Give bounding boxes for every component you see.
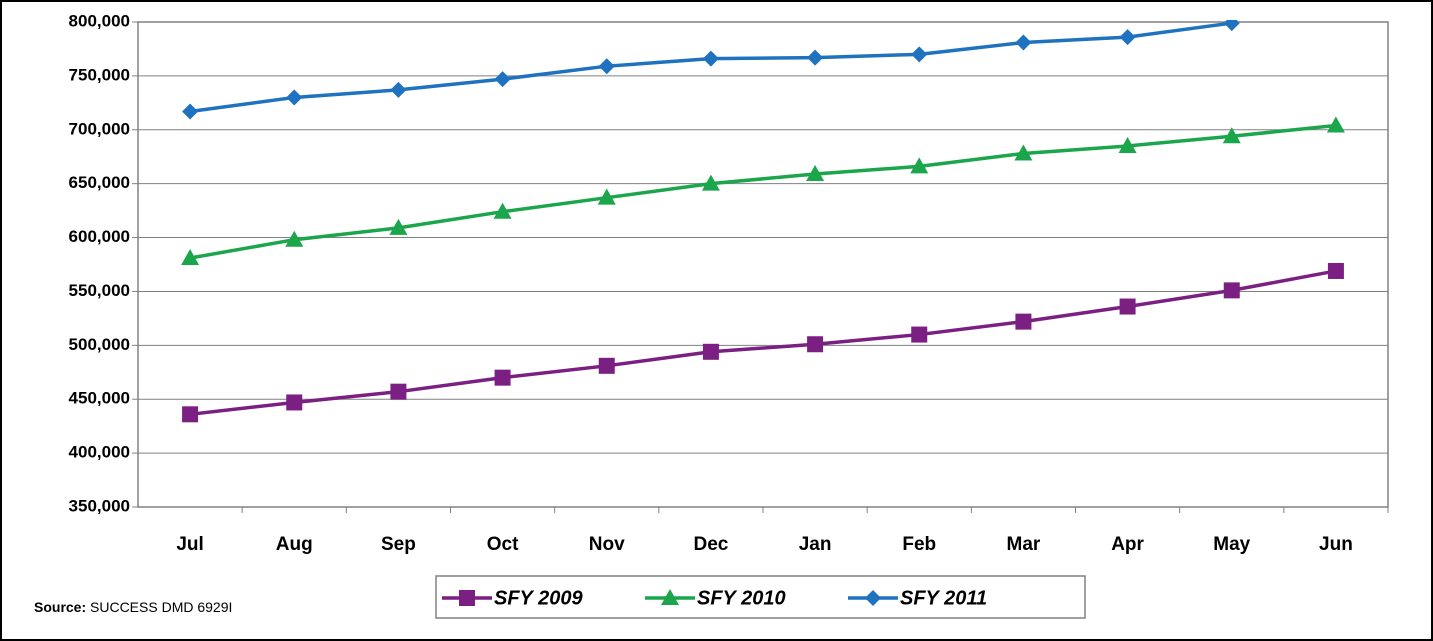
x-tick-label: Jul	[176, 534, 203, 555]
source-label: Source:	[34, 599, 86, 615]
marker	[1223, 282, 1240, 299]
y-tick-label: 500,000	[69, 335, 130, 354]
marker	[1327, 262, 1344, 279]
marker	[1015, 313, 1032, 330]
y-tick-label: 450,000	[69, 389, 130, 408]
series-line	[189, 269, 1337, 417]
marker	[286, 89, 303, 106]
marker	[1119, 29, 1136, 46]
marker	[286, 394, 303, 411]
marker	[1222, 127, 1241, 144]
y-tick-label: 550,000	[69, 281, 130, 300]
marker	[806, 164, 825, 181]
legend: SFY 2009 SFY 2010 SFY 2011	[442, 587, 987, 609]
marker	[911, 326, 928, 343]
x-tick-label: Mar	[1007, 534, 1041, 555]
marker	[598, 58, 615, 75]
marker	[598, 357, 615, 374]
x-tick-label: Oct	[487, 534, 519, 555]
marker	[389, 218, 408, 235]
series-line	[189, 123, 1337, 260]
marker	[285, 230, 304, 247]
marker	[390, 81, 407, 98]
marker	[459, 590, 475, 606]
marker	[182, 406, 199, 423]
x-tick-label: Aug	[276, 534, 313, 555]
marker	[390, 383, 407, 400]
marker	[702, 343, 719, 360]
plot	[181, 20, 1345, 423]
marker	[807, 49, 824, 66]
marker	[911, 46, 928, 63]
y-tick-label: 650,000	[69, 173, 130, 192]
x-tick-label: Jun	[1319, 534, 1353, 555]
x-tick-label: Apr	[1111, 534, 1144, 555]
legend-box	[435, 575, 1086, 619]
marker	[1119, 298, 1136, 315]
plot-area	[137, 21, 1389, 508]
y-tick-label: 400,000	[69, 443, 130, 462]
marker	[494, 369, 511, 386]
x-tick-label: May	[1213, 534, 1250, 555]
y-tick-label: 750,000	[69, 65, 130, 84]
x-tick-label: Feb	[902, 534, 936, 555]
marker	[1015, 34, 1032, 51]
y-tick-label: 600,000	[69, 227, 130, 246]
y-tick-label: 800,000	[69, 11, 130, 30]
x-tick-label: Jan	[799, 534, 832, 555]
marker	[1014, 144, 1033, 161]
marker	[494, 71, 511, 88]
marker	[493, 202, 512, 219]
marker	[181, 249, 200, 266]
y-tick-label: 700,000	[69, 119, 130, 138]
marker	[701, 174, 720, 191]
marker	[182, 103, 199, 120]
marker	[865, 590, 881, 606]
marker	[702, 50, 719, 67]
x-tick-label: Sep	[381, 534, 416, 555]
marker	[910, 157, 929, 174]
source-text: SUCCESS DMD 6929I	[90, 599, 232, 615]
source: Source: SUCCESS DMD 6929I	[34, 599, 232, 615]
legend-label: SFY 2009	[494, 587, 583, 609]
marker	[661, 589, 679, 605]
marker	[597, 188, 616, 205]
x-tick-label: Nov	[589, 534, 625, 555]
marker	[1326, 116, 1345, 133]
legend-label: SFY 2011	[900, 587, 987, 609]
marker	[1118, 136, 1137, 153]
x-tick-label: Dec	[693, 534, 728, 555]
marker	[807, 336, 824, 353]
y-tick-label: 350,000	[69, 496, 130, 515]
legend-label: SFY 2010	[697, 587, 786, 609]
marker	[1223, 20, 1240, 32]
